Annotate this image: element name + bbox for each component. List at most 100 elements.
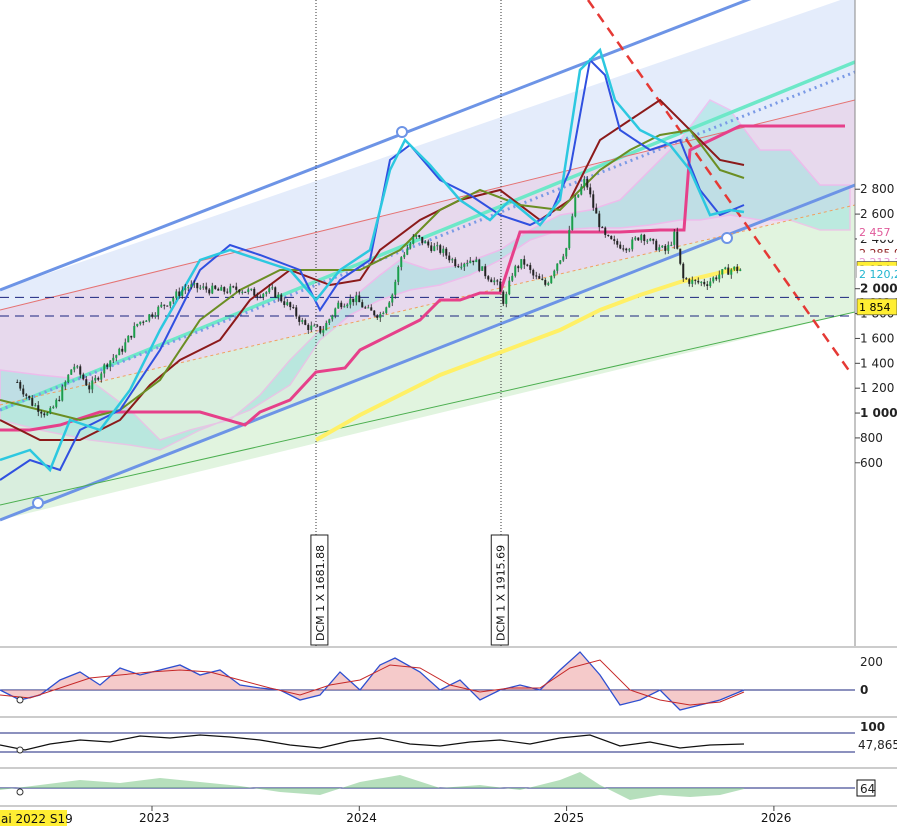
- candle-body: [535, 275, 538, 277]
- ichimoku-cloud: [0, 99, 851, 451]
- trend-lines: [0, 0, 855, 522]
- candle-body: [316, 325, 319, 327]
- candle-body: [247, 289, 250, 293]
- candle-body: [109, 360, 112, 367]
- candle-body: [460, 266, 463, 268]
- candle-body: [343, 306, 346, 308]
- candle-body: [346, 304, 349, 307]
- candle-body: [64, 382, 67, 387]
- candle-body: [172, 297, 175, 302]
- osc2-tick-100: 100: [860, 720, 885, 734]
- price-tick-label: 2 000: [860, 282, 897, 296]
- price-tick-label: 2 800: [860, 182, 894, 196]
- candle-body: [514, 266, 517, 276]
- price-panel[interactable]: DCM 1 X 1681.88 DCM 1 X 1915.69: [0, 0, 855, 646]
- candle-body: [367, 307, 370, 309]
- candle-body: [520, 259, 523, 269]
- candle-body: [673, 231, 676, 245]
- candle-body: [565, 248, 568, 257]
- candle-body: [166, 305, 169, 307]
- candle-body: [76, 366, 79, 368]
- candle-body: [181, 290, 184, 296]
- candle-body: [475, 259, 478, 263]
- candle-body: [280, 294, 283, 302]
- candle-body: [412, 236, 415, 244]
- osc1-marker: [16, 696, 24, 704]
- start-date-label: ai 2022 S19: [1, 812, 73, 826]
- candle-body: [418, 235, 421, 238]
- candle-body: [568, 229, 571, 249]
- time-tick-label: 2026: [761, 811, 792, 825]
- green-reg-lower: [0, 311, 855, 506]
- candle-body: [574, 197, 577, 217]
- candle-body: [442, 248, 445, 253]
- candle-body: [292, 307, 295, 309]
- yellow-ma-line: [315, 266, 741, 442]
- candle-body: [331, 315, 334, 320]
- price-tag-label: 2 457: [859, 226, 891, 239]
- candle-body: [364, 307, 367, 309]
- candle-body: [49, 408, 52, 414]
- candle-body: [388, 302, 391, 308]
- candle-body: [82, 374, 85, 380]
- osc2-line: [0, 734, 745, 751]
- candle-body: [262, 293, 265, 298]
- candle-body: [328, 319, 331, 323]
- candle-body: [691, 279, 694, 284]
- candle-body: [619, 244, 622, 249]
- candle-body: [448, 255, 451, 261]
- osc1-line-red: [0, 659, 745, 706]
- candle-body: [100, 373, 103, 380]
- candle-body: [124, 342, 127, 352]
- candle-body: [37, 405, 40, 412]
- candle-body: [193, 283, 196, 285]
- candle-body: [34, 405, 37, 407]
- teal-trend-line: [0, 60, 855, 412]
- candle-body: [157, 306, 160, 316]
- candle-body: [406, 248, 409, 255]
- candle-body: [28, 395, 31, 399]
- olive-ma-line: [0, 128, 745, 422]
- annotation-label: DCM 1 X 1915.69: [494, 545, 507, 641]
- candle-body: [415, 235, 418, 237]
- annotation-frame: [490, 534, 509, 646]
- oscillator-panel-2[interactable]: 100 47,865: [0, 716, 897, 754]
- candle-body: [598, 213, 601, 228]
- candle-body: [43, 413, 46, 416]
- moving-averages: [0, 47, 845, 481]
- candle-body: [244, 291, 247, 293]
- candle-body: [91, 380, 94, 390]
- osc3-marker: [16, 788, 24, 796]
- candle-body: [595, 207, 598, 214]
- candle-body: [52, 406, 55, 409]
- candle-body: [661, 245, 664, 248]
- price-tick-label: 800: [860, 431, 883, 445]
- candle-body: [178, 291, 181, 296]
- candle-body: [544, 279, 547, 285]
- price-tag-box: [857, 265, 897, 282]
- oscillator-panel-3[interactable]: 64: [0, 767, 897, 800]
- candle-body: [601, 227, 604, 229]
- candle-body: [310, 325, 313, 330]
- candle-body: [211, 285, 214, 294]
- candle-body: [556, 263, 559, 271]
- candle-body: [85, 379, 88, 386]
- candle-body: [649, 238, 652, 241]
- candle-body: [712, 277, 715, 282]
- candle-body: [517, 266, 520, 269]
- price-tag-label: 2 120,2: [859, 268, 897, 281]
- candles: [16, 175, 742, 418]
- candle-body: [589, 187, 592, 195]
- candle-body: [700, 281, 703, 283]
- candle-body: [571, 216, 574, 230]
- candle-body: [235, 286, 238, 290]
- oscillator-panel-1[interactable]: 200 0: [0, 646, 897, 711]
- vertical-annotations: DCM 1 X 1681.88 DCM 1 X 1915.69: [310, 534, 509, 646]
- candle-body: [496, 280, 499, 282]
- time-axis: ai 2022 S19 2023 2024 2025 2026: [0, 805, 897, 826]
- candle-body: [550, 276, 553, 284]
- candle-body: [583, 178, 586, 187]
- candle-body: [103, 364, 106, 374]
